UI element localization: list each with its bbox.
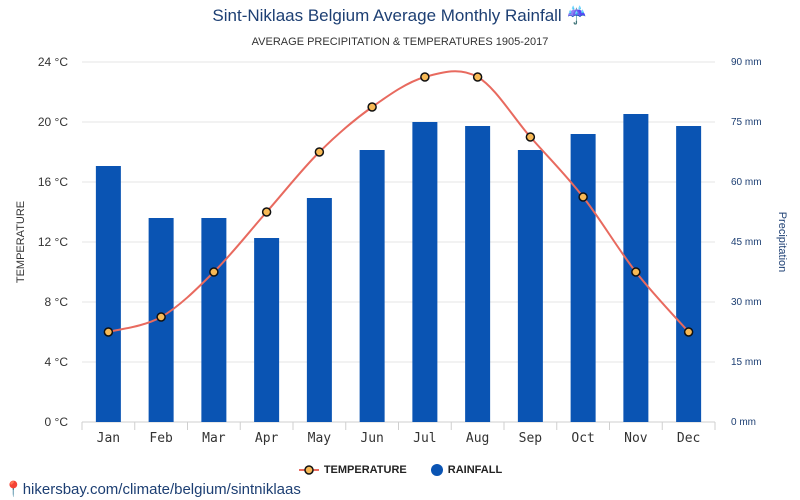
x-tick-label: Aug (466, 431, 489, 446)
x-tick-label: Jun (360, 431, 383, 446)
rainfall-bar (95, 166, 121, 422)
rainfall-bar (517, 150, 543, 422)
legend-label-rainfall: RAINFALL (447, 464, 503, 477)
rainfall-bar (359, 150, 385, 422)
temperature-point (420, 72, 430, 82)
temperature-point (314, 147, 325, 157)
rainfall-bars (95, 114, 702, 422)
right-tick-label: 15 mm (731, 357, 762, 368)
right-tick-label: 45 mm (731, 237, 762, 248)
x-tick-label: Dec (677, 431, 700, 446)
temperature-point (261, 207, 272, 217)
chart-area: 0 °C 0 mm 4 °C 15 mm 8 °C 30 mm 12 °C 45 mm 16 °… (15, 55, 788, 446)
legend-label-temperature: TEMPERATURE (323, 464, 407, 477)
x-tick-label: Feb (149, 431, 173, 446)
legend-item-temperature[interactable]: TEMPERATURE (298, 464, 407, 476)
y-axis-label-right: Precipitation (776, 212, 788, 273)
legend-item-rainfall[interactable]: RAINFALL (430, 464, 503, 477)
right-tick-label: 90 mm (731, 57, 762, 68)
y-axis-label-left: TEMPERATURE (15, 201, 27, 283)
chart-subtitle: AVERAGE PRECIPITATION & TEMPERATURES 190… (251, 36, 549, 48)
temperature-point (103, 327, 114, 337)
rainfall-bar (570, 134, 596, 422)
axes: 0 °C 0 mm 4 °C 15 mm 8 °C 30 mm 12 °C 45 mm 16 °… (38, 55, 762, 446)
temperature-point (367, 102, 377, 112)
x-tick-label: May (308, 431, 332, 446)
left-tick-label: 16 °C (38, 175, 68, 189)
right-tick-label: 30 mm (731, 297, 762, 308)
chart-title: Sint-Niklaas Belgium Average Monthly Rai… (212, 6, 588, 25)
temperature-markers (103, 72, 694, 337)
temperature-point (631, 267, 641, 277)
temperature-point (156, 312, 166, 322)
temperature-point (472, 72, 483, 82)
legend: TEMPERATURE RAINFALL (0, 464, 800, 477)
left-tick-label: 12 °C (38, 235, 68, 249)
temperature-point (525, 132, 536, 142)
left-tick-label: 0 °C (45, 415, 69, 429)
left-tick-label: 20 °C (38, 115, 68, 129)
source-link-text: hikersbay.com/climate/belgium/sintniklaa… (22, 481, 301, 498)
temperature-line (108, 70, 690, 333)
rainfall-legend-icon (430, 464, 443, 477)
temperature-legend-icon (298, 465, 319, 475)
temperature-point (578, 192, 588, 202)
rainfall-bar (465, 126, 491, 422)
temperature-point (209, 267, 219, 277)
location-pin-icon: 📍 (4, 481, 23, 498)
rainfall-bar (201, 218, 227, 422)
right-tick-label: 60 mm (731, 177, 762, 188)
right-tick-label: 75 mm (731, 117, 762, 128)
x-tick-label: Sep (519, 431, 543, 446)
left-tick-label: 4 °C (45, 355, 69, 369)
right-tick-label: 0 mm (731, 417, 756, 428)
x-tick-label: Mar (202, 431, 226, 446)
rainfall-bar (412, 122, 438, 422)
temperature-point (683, 327, 694, 337)
x-tick-label: Jul (413, 431, 436, 446)
grid-lines (82, 61, 715, 423)
x-tick-label: Oct (571, 431, 594, 446)
x-tick-label: Jan (97, 431, 120, 446)
source-link[interactable]: 📍hikersbay.com/climate/belgium/sintnikla… (4, 480, 301, 498)
rainfall-bar (254, 238, 280, 422)
x-tick-label: Nov (624, 431, 648, 446)
left-tick-label: 8 °C (45, 295, 69, 309)
x-tick-label: Apr (255, 431, 279, 446)
rainfall-bar (306, 198, 332, 422)
rainfall-bar (676, 126, 702, 422)
left-tick-label: 24 °C (38, 55, 68, 69)
